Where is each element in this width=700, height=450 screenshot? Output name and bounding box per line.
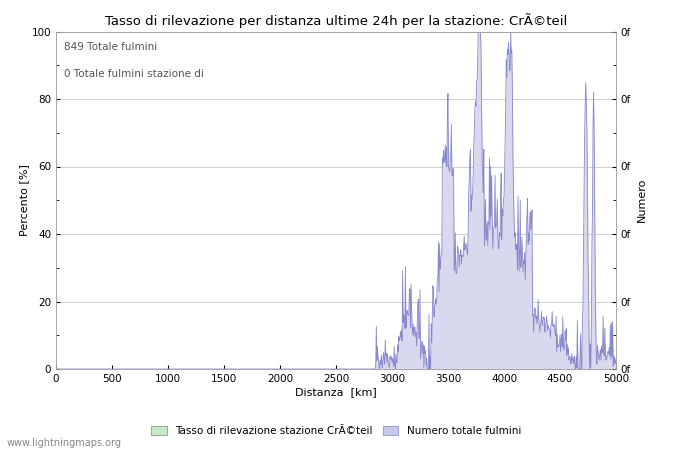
Text: 0 Totale fulmini stazione di: 0 Totale fulmini stazione di — [64, 68, 204, 79]
Title: Tasso di rilevazione per distanza ultime 24h per la stazione: CrÃ©teil: Tasso di rilevazione per distanza ultime… — [105, 13, 567, 27]
Y-axis label: Percento [%]: Percento [%] — [19, 164, 29, 236]
Text: 849 Totale fulmini: 849 Totale fulmini — [64, 42, 158, 52]
Legend: Tasso di rilevazione stazione CrÃ©teil, Numero totale fulmini: Tasso di rilevazione stazione CrÃ©teil, … — [147, 422, 525, 440]
Text: www.lightningmaps.org: www.lightningmaps.org — [7, 438, 122, 448]
Y-axis label: Numero: Numero — [637, 178, 647, 222]
X-axis label: Distanza  [km]: Distanza [km] — [295, 387, 377, 396]
